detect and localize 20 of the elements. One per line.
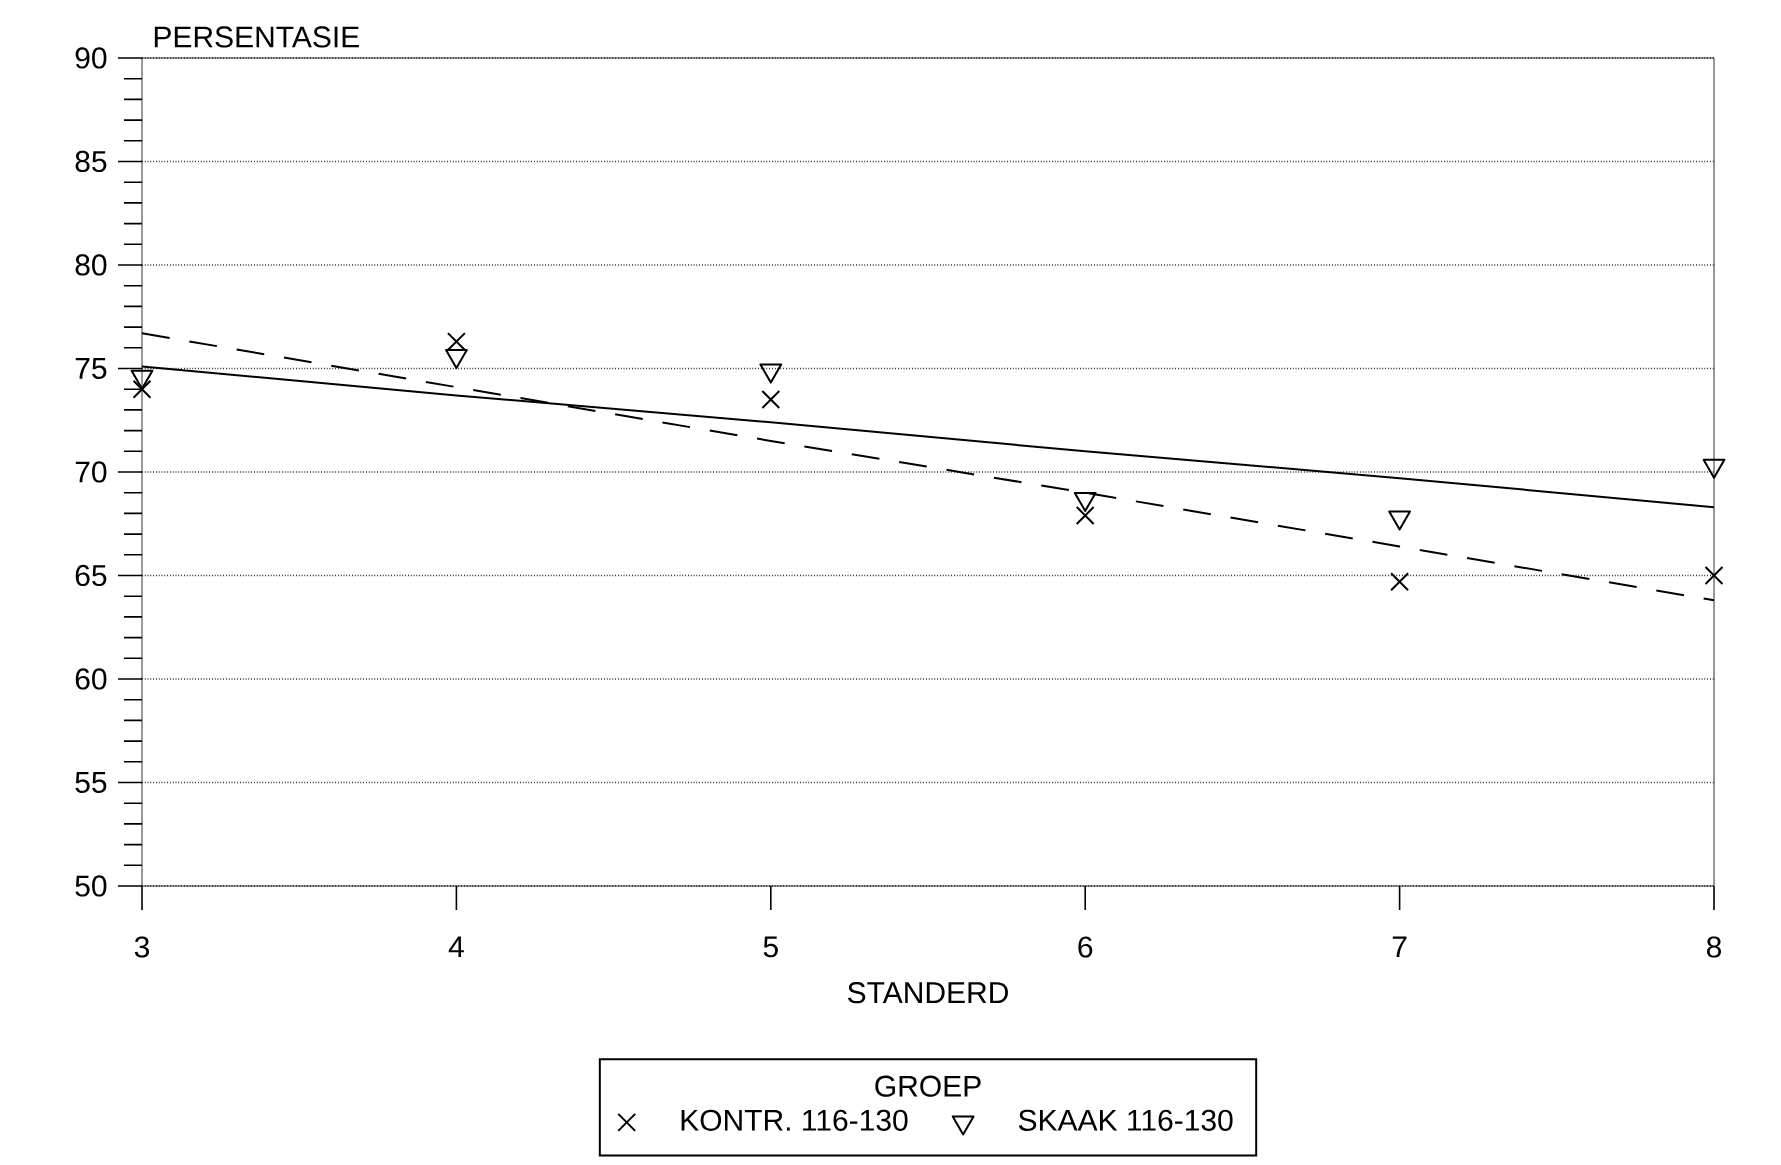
y-tick-label: 70 xyxy=(75,461,107,483)
x-tick-label: 8 xyxy=(1706,936,1722,958)
legend-label: SKAAK 116-130 xyxy=(1018,1109,1233,1131)
y-tick-label: 55 xyxy=(75,772,107,793)
x-tick-label: 5 xyxy=(763,936,778,958)
y-tick-label: 50 xyxy=(75,875,107,897)
x-tick-label: 3 xyxy=(134,936,150,958)
y-axis-title: PERSENTASIE xyxy=(154,26,359,48)
x-tick-label: 6 xyxy=(1078,936,1093,958)
y-tick-label: 85 xyxy=(75,150,107,173)
y-tick-label: 60 xyxy=(75,668,107,690)
y-tick-label: 75 xyxy=(75,358,107,379)
x-tick-label: 7 xyxy=(1392,936,1407,958)
legend-label: KONTR. 116-130 xyxy=(681,1109,908,1131)
y-tick-label: 65 xyxy=(75,564,107,587)
x-axis-title: STANDERD xyxy=(847,982,1008,1004)
y-tick-label: 80 xyxy=(75,254,107,276)
x-tick-label: 4 xyxy=(448,936,464,958)
y-tick-label: 90 xyxy=(75,47,107,69)
legend-title: GROEP xyxy=(875,1075,981,1097)
